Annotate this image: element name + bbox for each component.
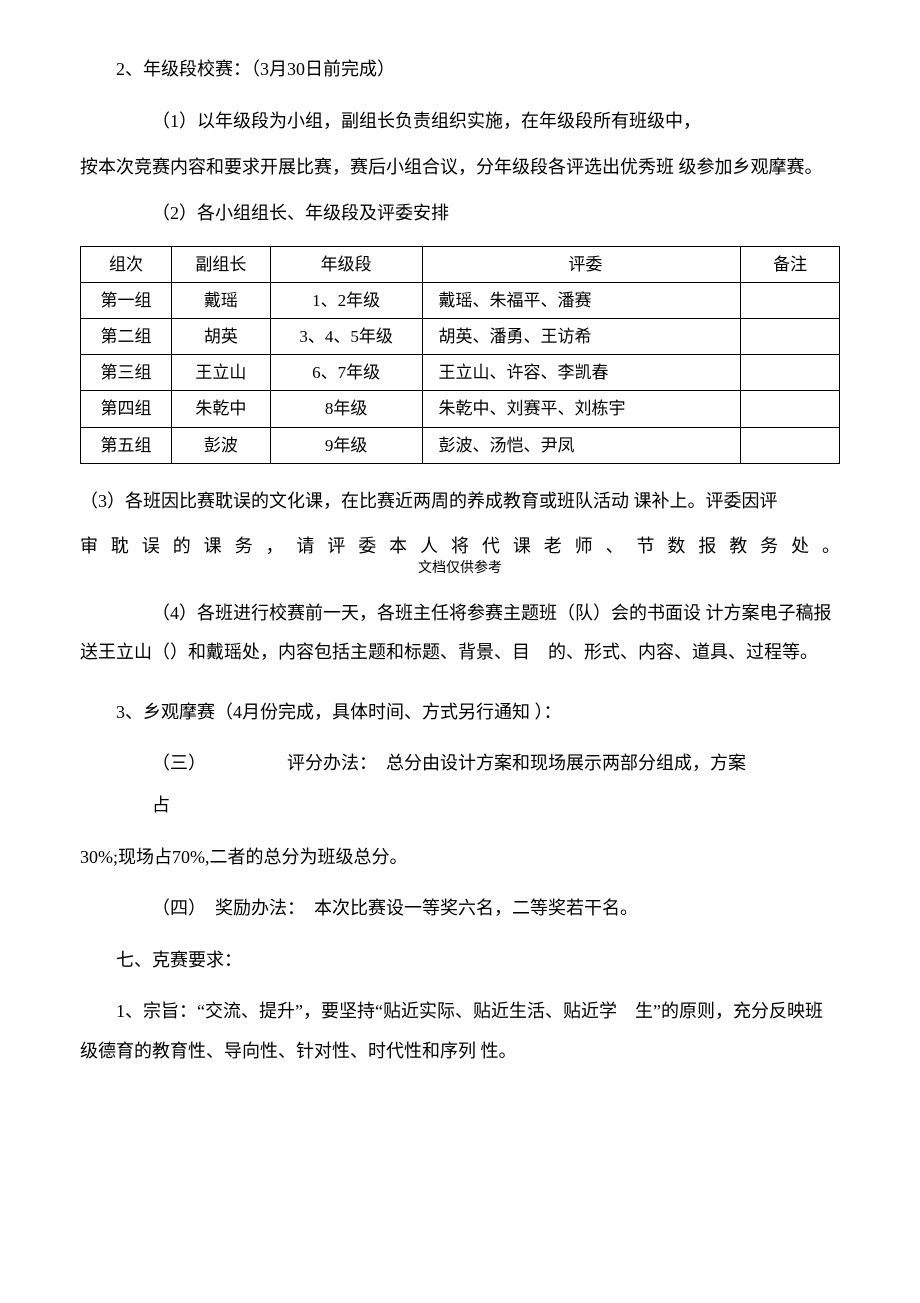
cell-note [741,282,840,318]
table-row: 第三组 王立山 6、7年级 王立山、许容、李凯春 [81,355,840,391]
cell-grade: 8年级 [270,391,422,427]
cell-leader: 戴瑶 [172,282,271,318]
cell-leader: 王立山 [172,355,271,391]
paragraph-scoring-line2: 占 [80,786,840,826]
col-header-judge: 评委 [422,246,741,282]
cell-group: 第四组 [81,391,172,427]
paragraph-award: （四） 奖励办法： 本次比赛设一等奖六名，二等奖若干名。 [80,889,840,929]
paragraph-section-2: 2、年级段校赛：（3月30日前完成） [80,50,840,90]
col-header-note: 备注 [741,246,840,282]
paragraph-2-2: （2）各小组组长、年级段及评委安排 [80,194,840,234]
col-header-leader: 副组长 [172,246,271,282]
paragraph-2-3-line1: （3）各班因比赛耽误的文化课，在比赛近两周的养成教育或班队活动 课补上。评委因评 [80,482,840,522]
paragraph-section-7: 七、克赛要求： [80,941,840,981]
cell-grade: 1、2年级 [270,282,422,318]
paragraph-scoring-cont: 30%;现场占70%,二者的总分为班级总分。 [80,838,840,878]
paragraph-section-3: 3、乡观摩赛（4月份完成，具体时间、方式另行通知 ）： [80,693,840,733]
col-header-grade: 年级段 [270,246,422,282]
col-header-group: 组次 [81,246,172,282]
cell-group: 第二组 [81,318,172,354]
cell-grade: 6、7年级 [270,355,422,391]
paragraph-scoring-line1: （三） 评分办法： 总分由设计方案和现场展示两部分组成，方案 [80,744,840,784]
table-row: 第二组 胡英 3、4、5年级 胡英、潘勇、王访希 [81,318,840,354]
table-row: 第五组 彭波 9年级 彭波、汤恺、尹凤 [81,427,840,463]
cell-leader: 彭波 [172,427,271,463]
cell-judge: 胡英、潘勇、王访希 [422,318,741,354]
cell-grade: 3、4、5年级 [270,318,422,354]
cell-grade: 9年级 [270,427,422,463]
paragraph-2-1: （1）以年级段为小组，副组长负责组织实施，在年级段所有班级中， [80,102,840,142]
cell-judge: 王立山、许容、李凯春 [422,355,741,391]
cell-note [741,391,840,427]
paragraph-2-4: （4）各班进行校赛前一天，各班主任将参赛主题班（队）会的书面设 计方案电子稿报送… [80,594,840,673]
table-row: 第四组 朱乾中 8年级 朱乾中、刘赛平、刘栋宇 [81,391,840,427]
cell-group: 第三组 [81,355,172,391]
table-header-row: 组次 副组长 年级段 评委 备注 [81,246,840,282]
paragraph-2-1-cont: 按本次竞赛内容和要求开展比赛，赛后小组合议，分年级段各评选出优秀班 级参加乡观摩… [80,153,840,182]
cell-group: 第一组 [81,282,172,318]
cell-note [741,318,840,354]
cell-leader: 朱乾中 [172,391,271,427]
cell-note [741,355,840,391]
paragraph-7-1: 1、宗旨：“交流、提升”，要坚持“贴近实际、贴近生活、贴近学 生”的原则，充分反… [80,992,840,1071]
cell-judge: 彭波、汤恺、尹凤 [422,427,741,463]
cell-judge: 戴瑶、朱福平、潘赛 [422,282,741,318]
judge-table: 组次 副组长 年级段 评委 备注 第一组 戴瑶 1、2年级 戴瑶、朱福平、潘赛 … [80,246,840,464]
cell-group: 第五组 [81,427,172,463]
cell-leader: 胡英 [172,318,271,354]
cell-judge: 朱乾中、刘赛平、刘栋宇 [422,391,741,427]
cell-note [741,427,840,463]
table-row: 第一组 戴瑶 1、2年级 戴瑶、朱福平、潘赛 [81,282,840,318]
